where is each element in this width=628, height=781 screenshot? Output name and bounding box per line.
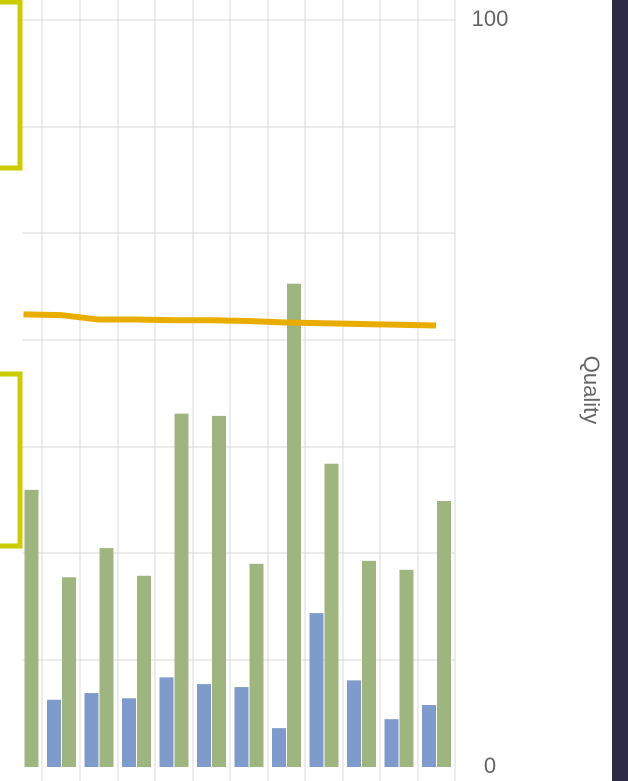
bar [384,719,399,767]
bar [422,704,436,767]
bar [287,283,301,767]
bar [47,699,61,767]
bar [362,560,376,767]
bar [197,684,211,767]
bar [84,693,99,767]
bar [137,575,151,767]
bar [437,501,451,767]
bar [347,680,361,767]
bar [62,577,76,767]
bar [234,687,249,767]
grid [22,0,456,781]
bar [24,489,39,767]
bar [309,613,324,767]
plot [23,283,451,767]
bar [212,415,226,767]
bar [99,548,114,767]
y-tick-label: 100 [472,6,509,31]
bar [159,677,174,767]
bar [324,463,339,767]
side-panel [612,0,628,781]
highlight-box [0,371,23,549]
y-tick-label: 0 [484,753,496,778]
bar [272,728,286,767]
line [23,311,437,329]
bar [399,569,414,767]
bar [249,563,264,767]
bar [122,698,136,767]
y-axis-label: Quality [579,356,604,424]
bar [174,413,189,767]
highlight-box [0,0,23,171]
